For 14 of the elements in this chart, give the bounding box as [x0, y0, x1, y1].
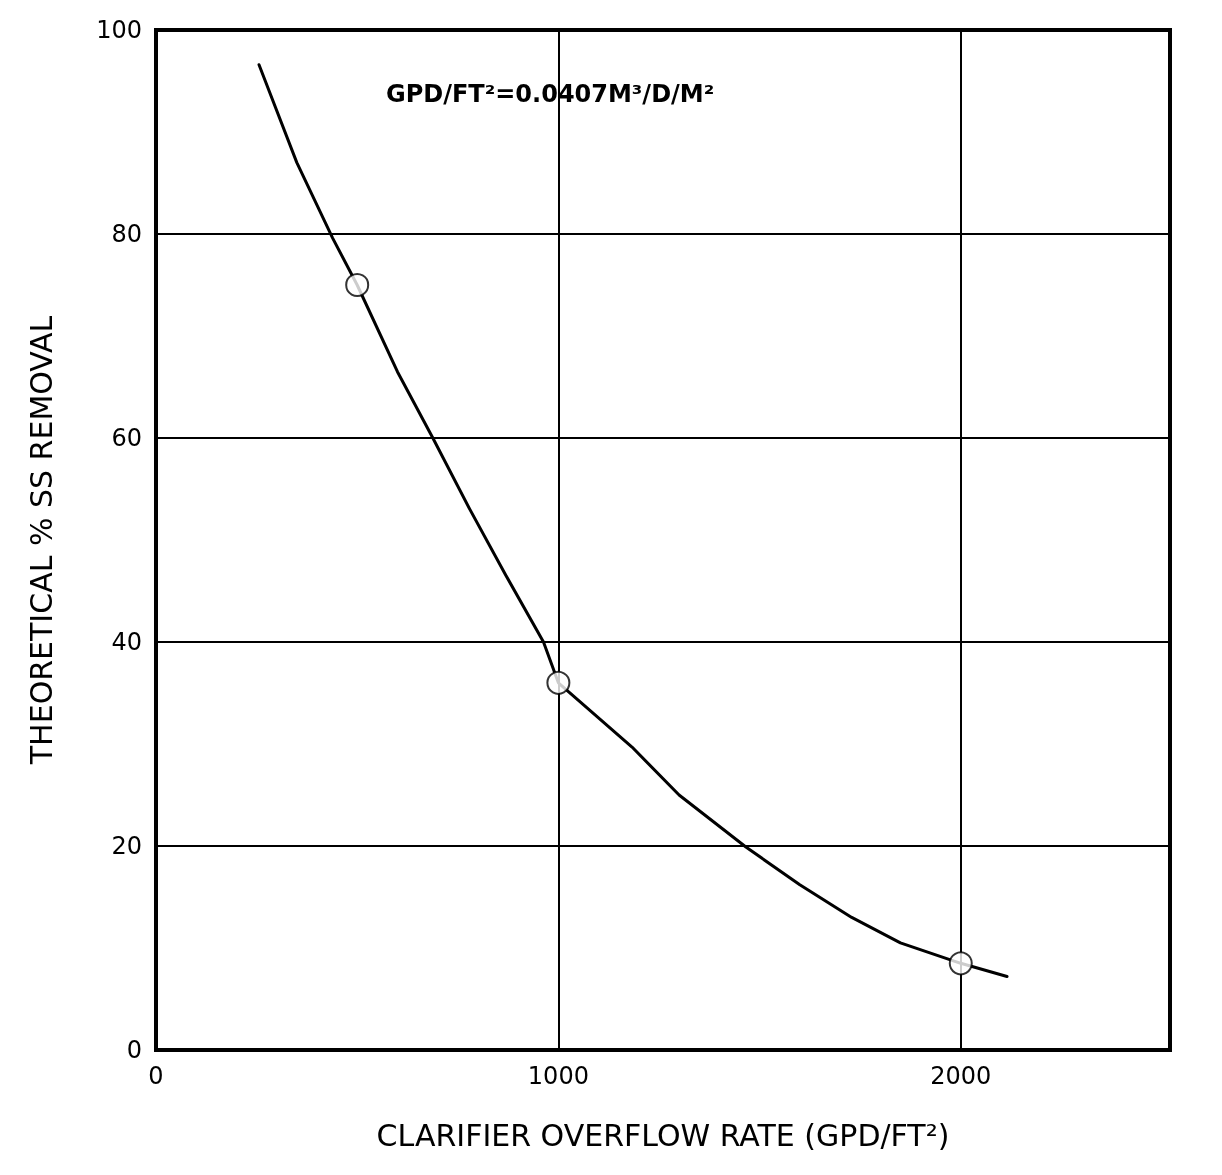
y-axis-title: THEORETICAL % SS REMOVAL: [23, 315, 59, 766]
point: [345, 273, 370, 297]
y-tick-label: 80: [111, 220, 142, 248]
x-tick-label: 1000: [527, 1062, 589, 1090]
y-tick-label: 0: [126, 1036, 142, 1064]
y-tick-label: 100: [96, 16, 142, 44]
x-tick-label: 2000: [930, 1062, 992, 1090]
y-tick-label: 20: [111, 832, 142, 860]
point: [948, 951, 973, 976]
x-tick-label: 0: [148, 1062, 164, 1090]
x-axis-title: CLARIFIER OVERFLOW RATE (GPD/FT²): [376, 1117, 950, 1153]
point: [546, 670, 571, 695]
y-tick-label: 40: [111, 628, 142, 656]
y-tick-label: 60: [111, 424, 142, 452]
